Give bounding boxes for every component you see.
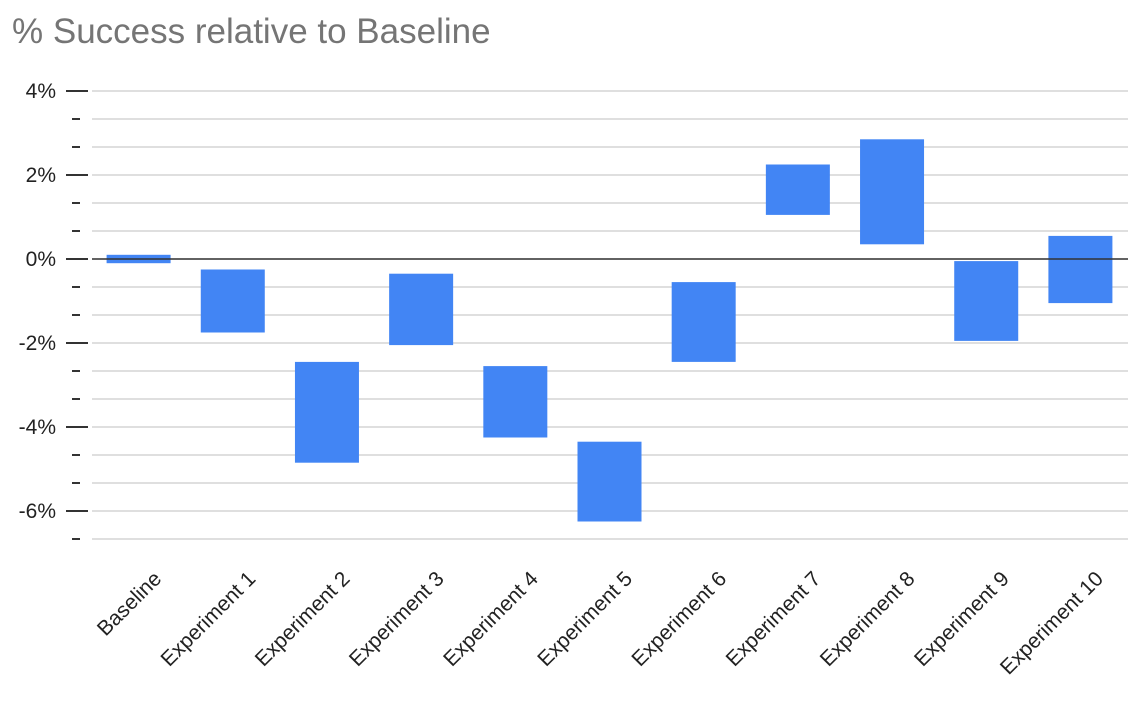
bars [106,139,1113,522]
x-tick-label: Experiment 7 [722,567,826,671]
bar-experiment-5 [577,441,642,522]
x-tick-label: Experiment 6 [627,567,731,671]
x-tick-label: Experiment 4 [439,567,543,671]
x-tick-label: Experiment 9 [910,567,1014,671]
y-tick-label: 4% [26,80,56,103]
bar-experiment-3 [389,273,454,346]
bar-experiment-2 [294,361,359,463]
x-tick-label: Experiment 5 [533,567,637,671]
chart-title: % Success relative to Baseline [12,12,491,51]
y-tick-label: -6% [19,500,56,523]
x-tick-label: Experiment 8 [816,567,920,671]
y-tick-label: -4% [19,416,56,439]
bar-experiment-4 [483,366,548,438]
bar-experiment-6 [671,282,736,362]
bar-experiment-7 [765,164,830,215]
bar-experiment-10 [1048,235,1113,304]
bar-experiment-1 [200,269,265,333]
x-tick-label: Experiment 2 [251,567,355,671]
x-tick-label: Experiment 3 [345,567,449,671]
y-tick-label: 2% [26,164,56,187]
y-axis: 4% 2% 0% -2% -4% -6% [19,80,88,540]
x-tick-label: Experiment 1 [157,567,261,671]
bar-experiment-9 [954,261,1019,341]
bar-experiment-8 [860,139,925,245]
x-tick-label: Baseline [93,567,166,640]
y-tick-label: -2% [19,332,56,355]
y-tick-label: 0% [26,248,56,271]
